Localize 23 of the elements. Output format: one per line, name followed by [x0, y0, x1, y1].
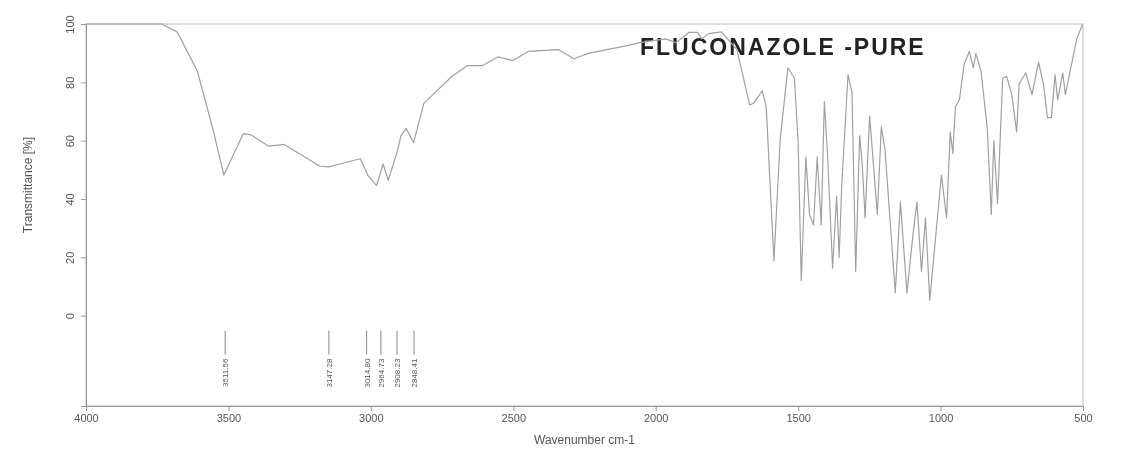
annotation: 3511.56: [221, 358, 231, 387]
x-tick-label: 3500: [216, 411, 242, 424]
y-tick-label: 0: [63, 313, 76, 320]
y-tick-label: 100: [63, 15, 76, 34]
x-tick-label: 500: [1074, 411, 1093, 424]
annotation: 3014.80: [362, 358, 372, 388]
chart-title: FLUCONAZOLE -PURE: [640, 34, 926, 60]
annotation: 2964.73: [376, 358, 386, 388]
annotation: 3147.28: [324, 358, 334, 388]
x-tick-label: 1500: [786, 411, 811, 424]
annotation: 2908.23: [393, 358, 402, 388]
x-tick-label: 2500: [501, 411, 527, 424]
y-tick-label: 20: [63, 251, 76, 264]
x-tick-label: 4000: [74, 411, 99, 424]
y-tick-label: 80: [63, 76, 76, 89]
annotation: 2848.41: [410, 358, 420, 388]
x-tick-label: 2000: [643, 411, 669, 424]
y-tick-label: 40: [63, 193, 76, 206]
y-axis-title: Transmittance [%]: [21, 136, 35, 234]
y-tick-label: 60: [63, 135, 76, 148]
x-tick-label: 3000: [359, 411, 384, 424]
x-axis-title: Wavenumber cm-1: [534, 433, 636, 447]
x-tick-label: 1000: [928, 411, 954, 424]
